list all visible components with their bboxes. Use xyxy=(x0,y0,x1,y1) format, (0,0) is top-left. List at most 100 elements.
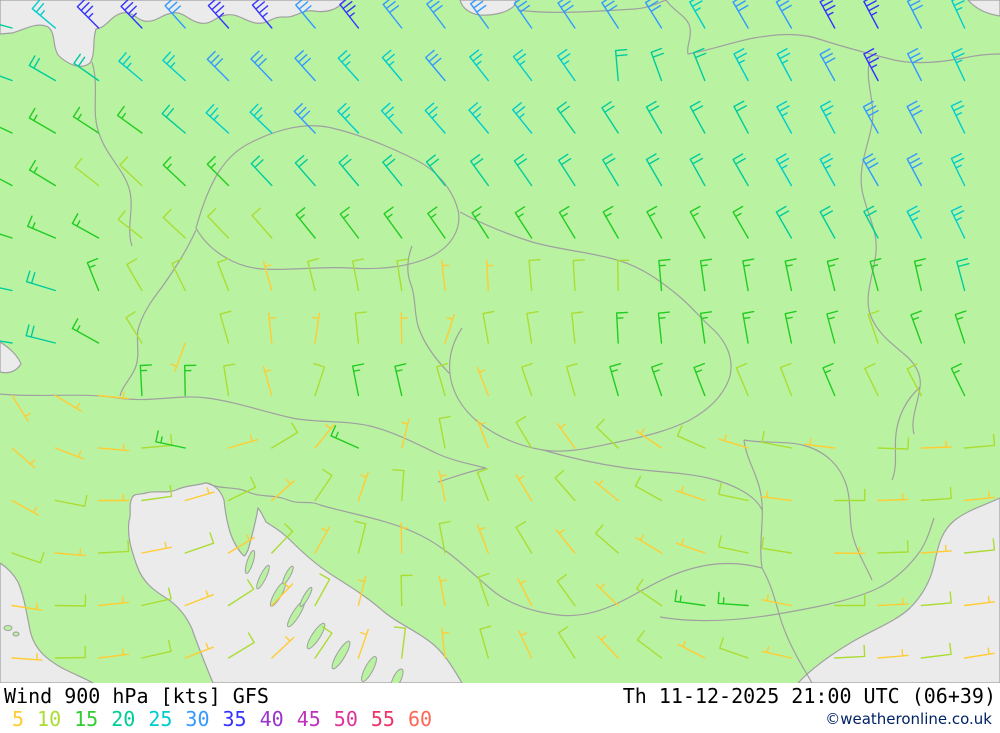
wind-barb xyxy=(951,0,966,29)
wind-barb xyxy=(468,102,489,134)
wind-barb xyxy=(742,310,755,344)
wind-barb xyxy=(863,0,880,29)
wind-barb xyxy=(271,523,294,554)
wind-barb xyxy=(400,574,413,607)
wind-barb xyxy=(963,538,996,554)
wind-barb xyxy=(963,595,996,607)
wind-barb xyxy=(314,626,333,659)
wind-barb xyxy=(394,363,407,397)
wind-barb xyxy=(184,532,215,554)
wind-barb xyxy=(692,47,707,82)
wind-barb xyxy=(689,153,706,187)
wind-barb xyxy=(732,205,749,239)
wind-barb xyxy=(470,154,489,187)
wind-barb xyxy=(635,578,663,607)
wind-barb xyxy=(271,636,295,659)
wind-barb xyxy=(441,627,450,659)
wind-barb xyxy=(141,541,172,554)
wind-barb xyxy=(162,156,186,187)
wind-barb xyxy=(526,311,539,344)
wind-barb xyxy=(330,425,360,449)
wind-barb xyxy=(294,50,316,82)
wind-barb xyxy=(184,590,214,607)
wind-barb xyxy=(920,591,952,607)
wind-barb xyxy=(775,0,793,29)
wind-barb xyxy=(11,499,39,516)
wind-barb xyxy=(482,310,495,344)
wind-barb xyxy=(920,642,952,659)
wind-barb xyxy=(784,258,797,292)
legend-value-60: 60 xyxy=(407,707,433,731)
wind-barb xyxy=(650,47,664,82)
wind-barb xyxy=(595,583,619,607)
wind-barb xyxy=(0,126,13,134)
wind-barb xyxy=(438,415,451,449)
wind-barb xyxy=(97,493,130,502)
wind-barb xyxy=(699,258,713,292)
legend-value-45: 45 xyxy=(296,707,321,731)
wind-barb xyxy=(97,443,130,452)
wind-barb xyxy=(426,0,446,29)
wind-barb xyxy=(28,159,56,187)
wind-barb xyxy=(436,363,448,397)
wind-barb xyxy=(470,0,489,29)
wind-barb xyxy=(162,208,186,239)
wind-barb xyxy=(877,437,910,450)
wind-barb xyxy=(427,206,446,239)
wind-barb xyxy=(425,49,446,82)
wind-barb xyxy=(28,107,56,134)
legend-value-15: 15 xyxy=(74,707,99,731)
wind-barb xyxy=(271,479,296,502)
wind-barb xyxy=(877,492,909,502)
wind-barb xyxy=(126,258,143,292)
wind-barb xyxy=(424,102,446,134)
wind-barb xyxy=(645,153,663,187)
wind-barb xyxy=(205,104,230,134)
wind-barb xyxy=(171,258,186,292)
wind-barb xyxy=(565,363,578,397)
wind-barb xyxy=(521,362,533,397)
wind-barb xyxy=(557,48,576,82)
wind-barb xyxy=(556,574,576,607)
wind-barb xyxy=(733,48,749,82)
wind-barb xyxy=(54,494,88,507)
wind-barb xyxy=(184,364,197,397)
wind-barb xyxy=(249,103,273,134)
wind-barb xyxy=(206,155,230,187)
wind-barb xyxy=(268,312,276,344)
wind-barb xyxy=(826,310,839,344)
caption-row-title: Wind 900 hPa [kts] GFS Th 11-12-2025 21:… xyxy=(0,684,1000,708)
wind-barb xyxy=(761,645,793,659)
country-borders xyxy=(0,0,1000,683)
wind-barb xyxy=(11,653,43,661)
sea-blacksea-gray xyxy=(797,497,1000,683)
wind-barb xyxy=(864,363,879,397)
wind-barb xyxy=(594,479,619,502)
wind-barb xyxy=(717,591,749,607)
wind-barb xyxy=(515,415,533,449)
wind-barb xyxy=(219,310,232,344)
wind-barb xyxy=(515,474,533,502)
wind-barb xyxy=(784,310,797,344)
wind-barb xyxy=(594,524,619,554)
wind-barb xyxy=(338,154,360,187)
wind-barb xyxy=(677,640,706,659)
wind-barb xyxy=(963,647,995,659)
wind-barb xyxy=(760,490,793,502)
wind-barb xyxy=(614,48,628,82)
wind-barb xyxy=(294,155,316,187)
wind-barb xyxy=(779,362,793,397)
legend-value-55: 55 xyxy=(370,707,395,731)
wind-barb xyxy=(295,207,316,239)
sea-tyrrhenian xyxy=(0,562,95,683)
sea-ligurian xyxy=(0,341,22,374)
wind-barb xyxy=(139,364,152,397)
wind-barb xyxy=(11,602,43,611)
wind-barb xyxy=(826,258,839,292)
wind-barb xyxy=(651,362,663,397)
wind-barb xyxy=(27,215,56,239)
wind-barb xyxy=(775,153,793,187)
wind-barb xyxy=(819,153,836,187)
wind-barb xyxy=(307,258,320,292)
wind-barb xyxy=(401,418,410,449)
